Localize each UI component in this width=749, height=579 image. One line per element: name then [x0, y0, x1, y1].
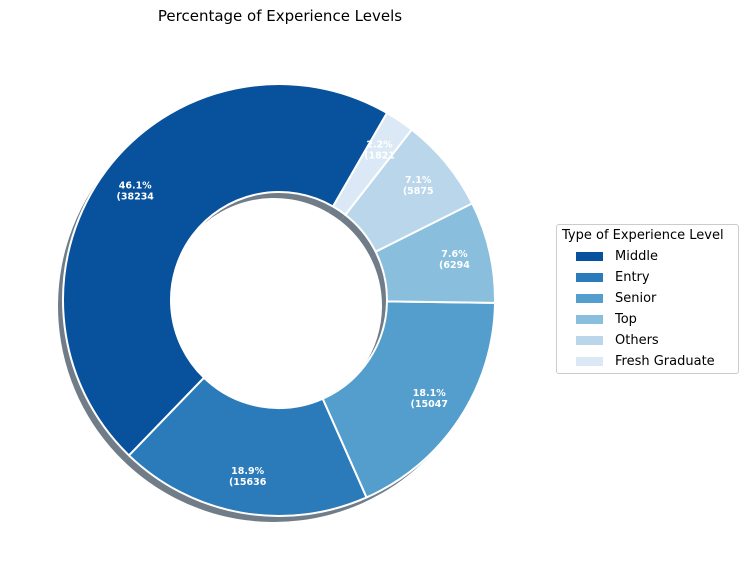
legend-item-others: Others — [557, 330, 738, 351]
legend-swatch-senior — [576, 294, 603, 303]
slice-fresh-graduate — [332, 111, 413, 216]
legend-title: Type of Experience Level — [562, 228, 724, 243]
slice-label-others: 7.1% (5875 — [403, 175, 434, 197]
slice-entry — [128, 376, 368, 517]
slice-middle — [62, 83, 388, 457]
legend-label-top: Top — [615, 312, 637, 327]
slice-label-entry: 18.9% (15636 — [229, 466, 267, 488]
legend-item-middle: Middle — [557, 246, 738, 267]
donut-chart: 46.1% (38234 18.9% (15636 18.1% (15047 7.6% (62… — [57, 83, 496, 523]
slice-label-middle: 46.1% (38234 — [117, 181, 155, 203]
legend-swatch-others — [576, 336, 603, 345]
legend-swatch-middle — [576, 252, 603, 261]
legend: Type of Experience Level Middle Entry Seni… — [556, 224, 739, 374]
slice-label-senior: 18.1% (15047 — [411, 388, 448, 410]
slice-label-fresh-graduate: 2.2% (1821 — [364, 140, 395, 162]
legend-item-senior: Senior — [557, 288, 738, 309]
legend-swatch-fresh-graduate — [576, 357, 603, 366]
legend-item-top: Top — [557, 309, 738, 330]
slice-senior — [321, 300, 496, 499]
legend-item-fresh-graduate: Fresh Graduate — [557, 351, 738, 372]
legend-label-entry: Entry — [615, 270, 650, 285]
legend-swatch-entry — [576, 273, 603, 282]
legend-label-senior: Senior — [615, 291, 657, 306]
legend-label-fresh-graduate: Fresh Graduate — [615, 354, 715, 369]
legend-label-middle: Middle — [615, 249, 658, 264]
slice-label-top: 7.6% (6294 — [439, 249, 470, 271]
chart-title: Percentage of Experience Levels — [157, 7, 403, 25]
legend-label-others: Others — [615, 333, 659, 348]
legend-swatch-top — [576, 315, 603, 324]
legend-item-entry: Entry — [557, 267, 738, 288]
